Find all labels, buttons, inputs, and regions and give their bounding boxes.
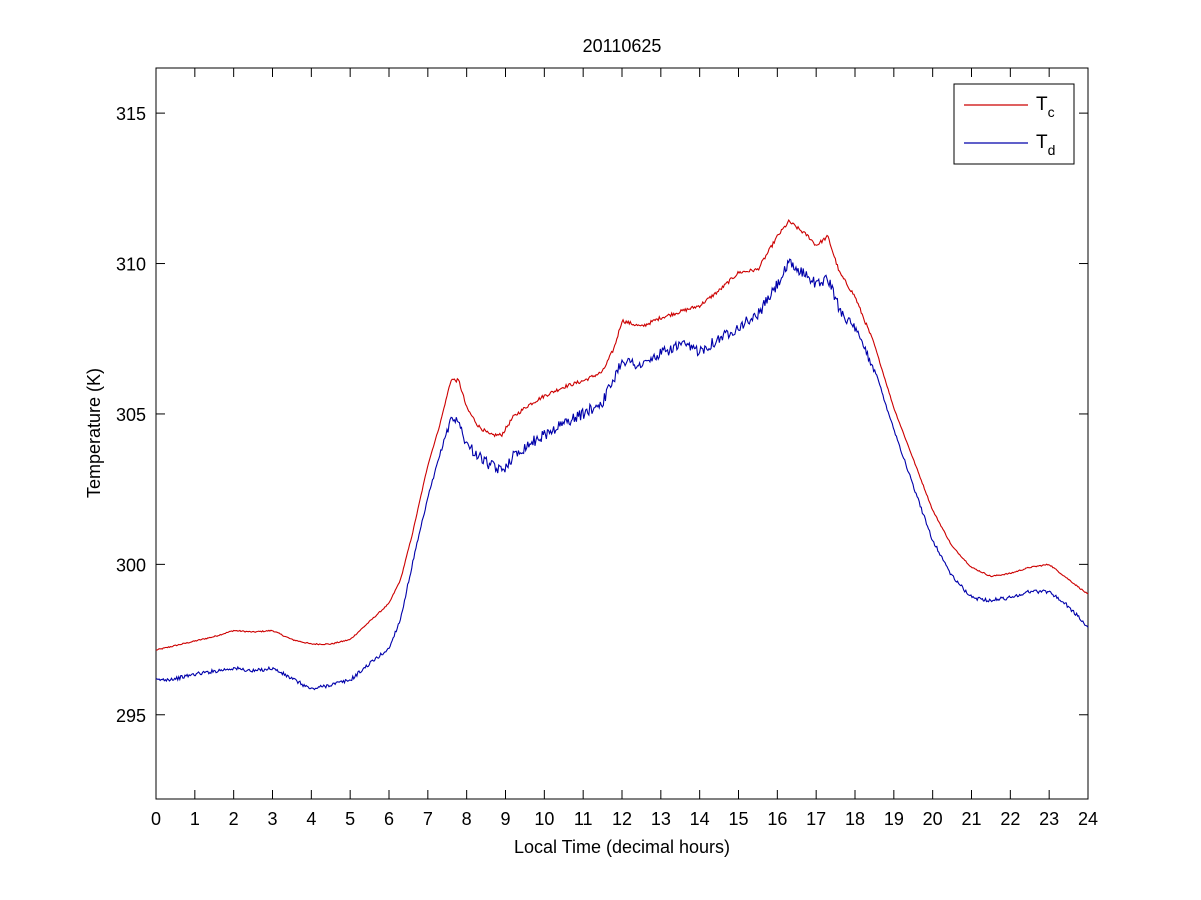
x-tick-label-22: 22 (1000, 809, 1020, 829)
x-tick-label-16: 16 (767, 809, 787, 829)
x-tick-label-23: 23 (1039, 809, 1059, 829)
x-tick-label-24: 24 (1078, 809, 1098, 829)
x-tick-label-8: 8 (462, 809, 472, 829)
x-tick-label-21: 21 (961, 809, 981, 829)
y-axis-label: Temperature (K) (84, 368, 104, 498)
x-tick-label-5: 5 (345, 809, 355, 829)
x-axis-label: Local Time (decimal hours) (514, 837, 730, 857)
x-tick-label-1: 1 (190, 809, 200, 829)
axis-ticks: 0 1 2 3 4 5 6 7 8 9 10 11 12 13 14 15 16 17 18 19 20 21 22 23 24… (116, 68, 1098, 829)
chart-title: 20110625 (583, 36, 662, 56)
x-tick-label-15: 15 (728, 809, 748, 829)
series-layer (155, 219, 1089, 691)
legend-label-tc: Tc (1036, 94, 1055, 120)
legend-label-tc-name: T (1036, 94, 1048, 115)
legend-box (953, 83, 1075, 165)
x-tick-label-14: 14 (690, 809, 710, 829)
y-tick-label-295: 295 (116, 706, 146, 726)
y-tick-label-315: 315 (116, 104, 146, 124)
plot-area (155, 67, 1089, 800)
series-line-Td (155, 258, 1089, 691)
y-tick-label-310: 310 (116, 255, 146, 275)
x-tick-label-17: 17 (806, 809, 826, 829)
x-tick-label-20: 20 (923, 809, 943, 829)
y-tick-label-300: 300 (116, 555, 146, 575)
legend-label-td-name: T (1036, 132, 1048, 153)
x-tick-label-12: 12 (612, 809, 632, 829)
legend-label-td: Td (1036, 132, 1055, 158)
x-tick-label-13: 13 (651, 809, 671, 829)
x-tick-label-9: 9 (500, 809, 510, 829)
x-tick-label-19: 19 (884, 809, 904, 829)
legend-label-tc-subscript: c (1048, 104, 1055, 120)
x-tick-label-10: 10 (534, 809, 554, 829)
y-tick-label-305: 305 (116, 405, 146, 425)
legend-label-td-subscript: d (1048, 142, 1056, 158)
legend: Tc Td (953, 83, 1075, 165)
x-tick-label-11: 11 (574, 809, 593, 829)
x-tick-label-2: 2 (229, 809, 239, 829)
x-tick-label-3: 3 (267, 809, 277, 829)
x-tick-label-4: 4 (306, 809, 316, 829)
x-tick-label-18: 18 (845, 809, 865, 829)
x-tick-label-7: 7 (423, 809, 433, 829)
x-tick-label-6: 6 (384, 809, 394, 829)
x-tick-label-0: 0 (151, 809, 161, 829)
series-line-Tc (155, 219, 1089, 651)
